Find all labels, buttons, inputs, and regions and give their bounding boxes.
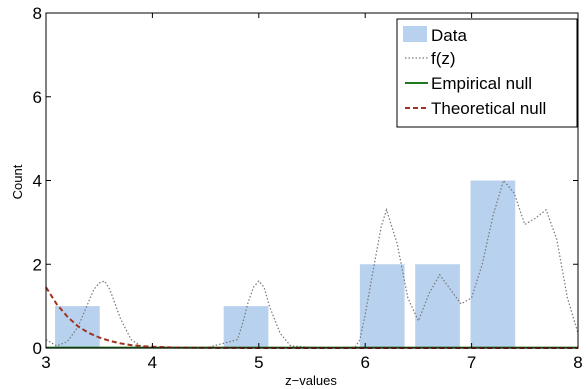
series-line-2: [45, 286, 578, 349]
x-axis-title: z−values: [285, 373, 337, 388]
y-tick-label-1: 2: [33, 255, 42, 274]
y-tick-label-4: 8: [33, 4, 42, 23]
y-tick-label-3: 6: [33, 88, 42, 107]
x-tick-label-2: 5: [254, 353, 263, 372]
x-tick-label-3: 6: [360, 353, 369, 372]
x-tick-label-1: 4: [148, 353, 157, 372]
legend-label-fz: f(z): [431, 49, 456, 68]
y-axis-title: Count: [10, 164, 25, 199]
y-tick-label-2: 4: [33, 172, 42, 191]
bar-3: [415, 264, 460, 348]
bar-4: [470, 180, 516, 348]
legend-label-data: Data: [431, 26, 467, 45]
x-tick-label-5: 8: [573, 353, 582, 372]
bars-layer: [55, 180, 516, 348]
x-tick-label-4: 7: [467, 353, 476, 372]
x-tick-label-0: 3: [41, 353, 50, 372]
bar-2: [359, 264, 405, 348]
bar-1: [223, 306, 269, 348]
legend-box: [396, 18, 578, 128]
y-tick-label-0: 0: [33, 339, 42, 358]
legend: Data f(z) Empirical null Theoretical nul…: [396, 18, 578, 128]
legend-label-theoretical-null: Theoretical null: [431, 99, 546, 118]
bar-0: [55, 306, 100, 348]
axes-layer: 3 4 5 6 7 8 0 2 4 6 8: [33, 4, 583, 372]
legend-swatch-data: [403, 26, 427, 42]
legend-label-empirical-null: Empirical null: [431, 74, 532, 93]
